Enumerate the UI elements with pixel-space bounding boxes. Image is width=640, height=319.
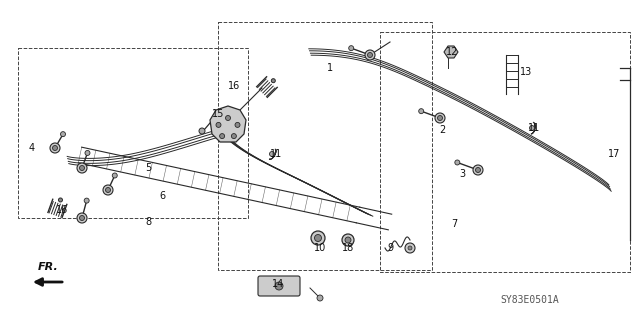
Circle shape (349, 46, 354, 51)
Circle shape (408, 246, 412, 250)
Text: 10: 10 (314, 243, 326, 253)
Circle shape (50, 143, 60, 153)
Bar (18, 48, 248, 218)
Text: 16: 16 (56, 205, 68, 215)
Bar (380, 32, 630, 272)
Text: 11: 11 (528, 123, 540, 133)
Text: 7: 7 (451, 219, 457, 229)
Circle shape (79, 216, 84, 220)
Text: 5: 5 (145, 163, 151, 173)
Text: FR.: FR. (38, 262, 58, 272)
Circle shape (438, 115, 442, 121)
Circle shape (311, 231, 325, 245)
Text: 6: 6 (159, 191, 165, 201)
Circle shape (235, 122, 240, 127)
Text: 13: 13 (520, 67, 532, 77)
Circle shape (79, 166, 84, 170)
Circle shape (61, 132, 65, 137)
Circle shape (405, 243, 415, 253)
Text: 4: 4 (29, 143, 35, 153)
Circle shape (455, 160, 460, 165)
Circle shape (435, 113, 445, 123)
Circle shape (345, 237, 351, 243)
Circle shape (275, 282, 283, 290)
Text: 12: 12 (446, 47, 458, 57)
FancyBboxPatch shape (258, 276, 300, 296)
Circle shape (85, 151, 90, 155)
Circle shape (199, 128, 205, 134)
Polygon shape (210, 106, 246, 142)
Circle shape (476, 167, 481, 173)
Text: SY83E0501A: SY83E0501A (500, 295, 559, 305)
Circle shape (84, 198, 89, 203)
Circle shape (220, 134, 225, 138)
Circle shape (473, 165, 483, 175)
Circle shape (112, 173, 117, 178)
Circle shape (232, 134, 236, 138)
Circle shape (58, 198, 63, 202)
Bar (218, 22, 432, 270)
Text: 16: 16 (228, 81, 240, 91)
Text: 18: 18 (342, 243, 354, 253)
Circle shape (365, 50, 375, 60)
Text: 15: 15 (212, 109, 224, 119)
Polygon shape (444, 46, 458, 58)
Circle shape (52, 145, 58, 151)
Text: 3: 3 (459, 169, 465, 179)
Circle shape (342, 234, 354, 246)
Circle shape (106, 188, 111, 192)
Circle shape (216, 122, 221, 127)
Text: 9: 9 (387, 243, 393, 253)
Text: 14: 14 (272, 279, 284, 289)
Circle shape (77, 163, 87, 173)
Circle shape (269, 152, 275, 157)
Circle shape (271, 79, 275, 83)
Text: 2: 2 (439, 125, 445, 135)
Text: 11: 11 (270, 149, 282, 159)
Circle shape (77, 213, 87, 223)
Circle shape (529, 125, 534, 130)
Circle shape (103, 185, 113, 195)
Text: 1: 1 (327, 63, 333, 73)
Circle shape (419, 109, 424, 114)
Text: 8: 8 (145, 217, 151, 227)
Text: 17: 17 (608, 149, 620, 159)
Circle shape (317, 295, 323, 301)
Circle shape (367, 53, 372, 57)
Circle shape (225, 115, 230, 121)
Circle shape (314, 234, 321, 241)
